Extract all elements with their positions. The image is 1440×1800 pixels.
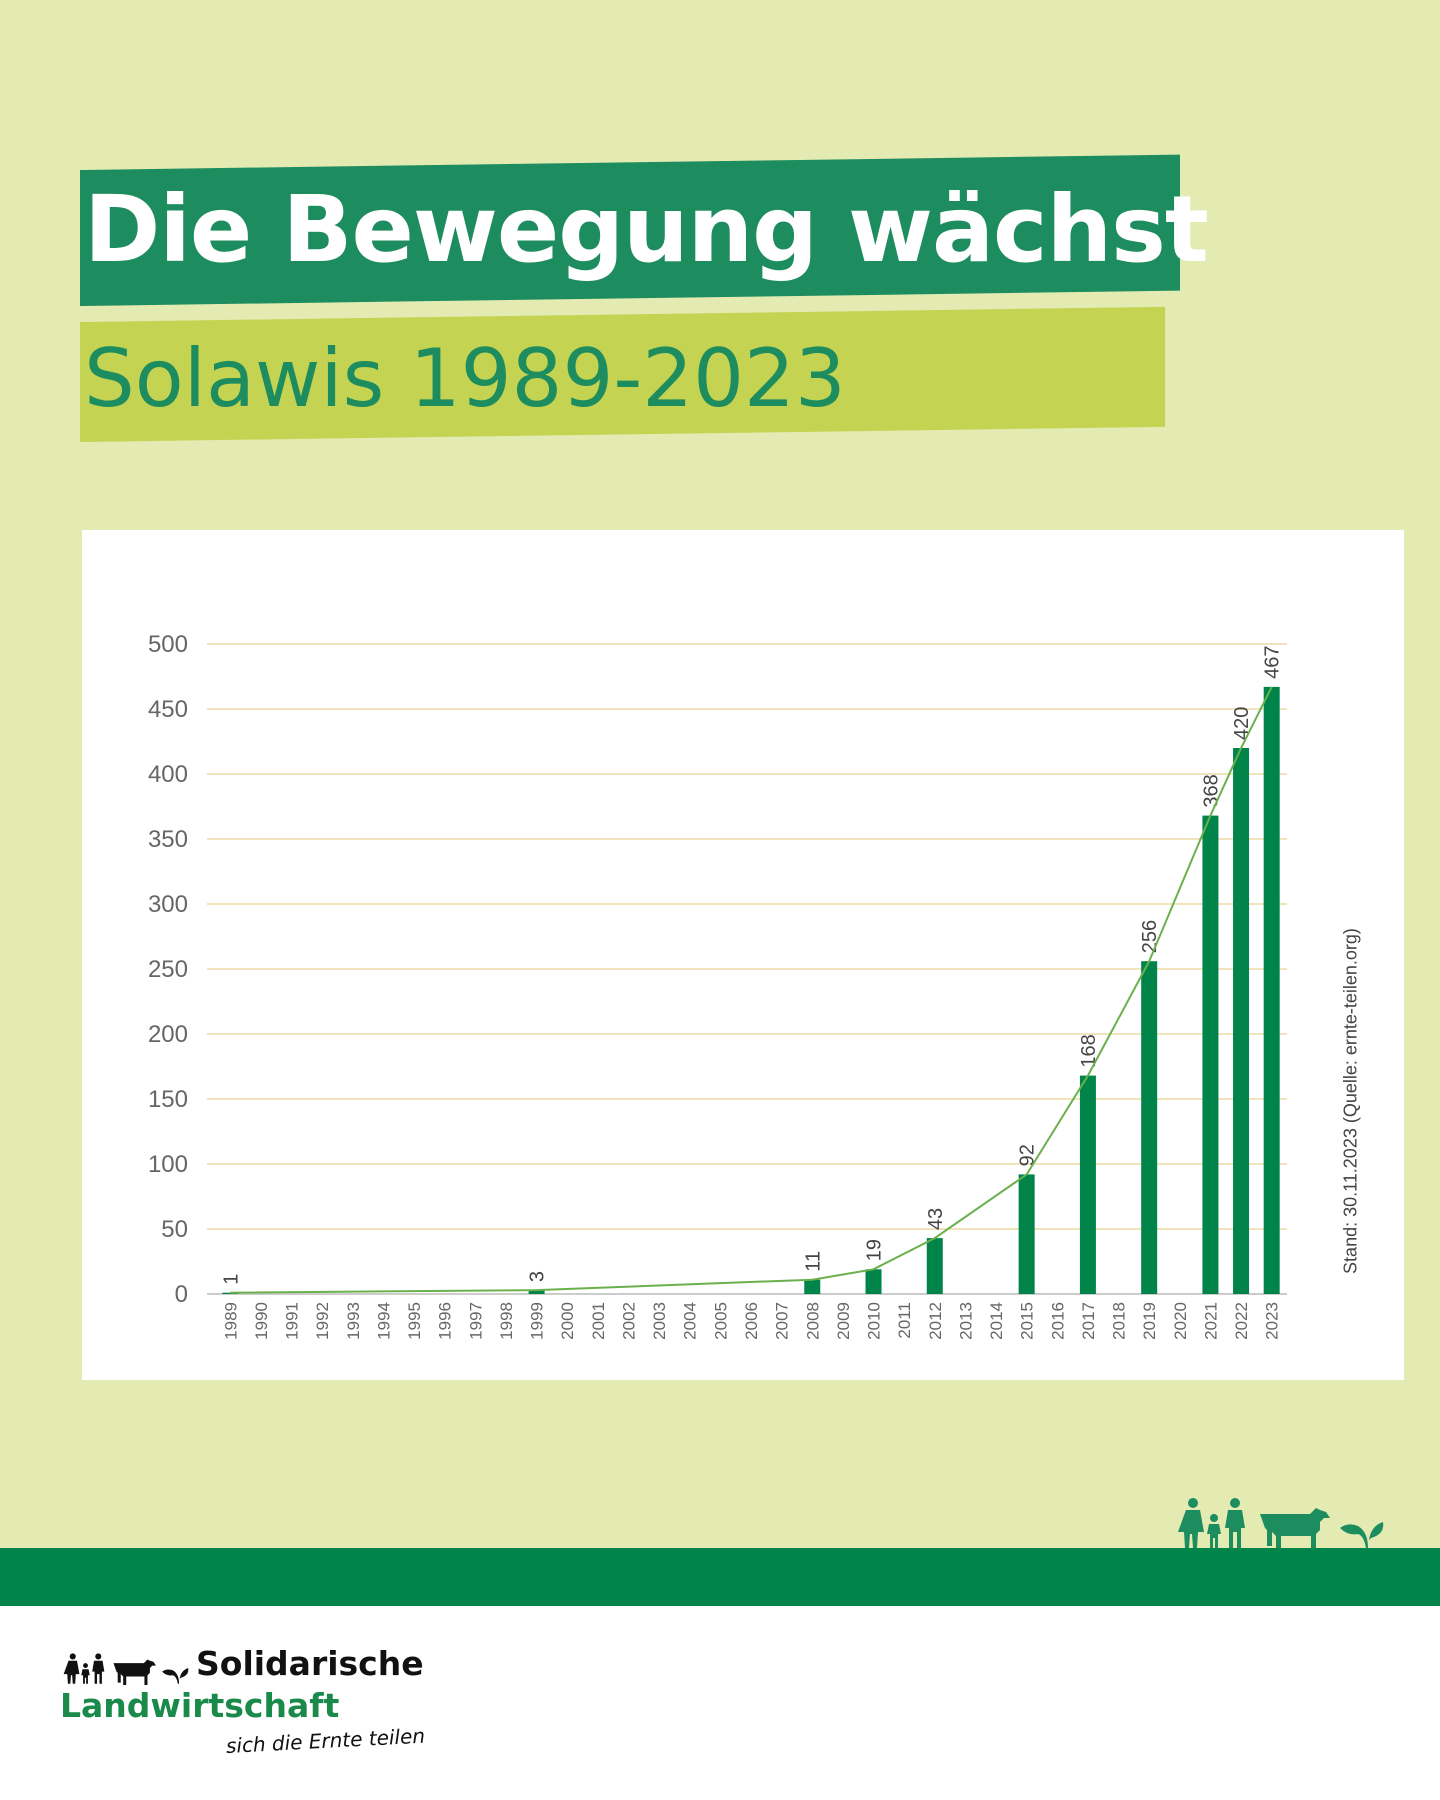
person-icon	[92, 1653, 105, 1684]
x-tick-label: 2003	[650, 1302, 669, 1340]
x-tick-label: 2017	[1079, 1302, 1098, 1340]
x-tick-label: 1995	[405, 1302, 424, 1340]
person-icon	[1225, 1498, 1245, 1548]
family-cow-plant-illustration	[1178, 1498, 1384, 1550]
x-tick-label: 2021	[1201, 1302, 1220, 1340]
x-tick-label: 2007	[773, 1302, 792, 1340]
x-tick-label: 1999	[528, 1302, 547, 1340]
logo-icons	[63, 1653, 189, 1686]
x-tick-label: 2009	[834, 1302, 853, 1340]
bar	[804, 1279, 821, 1294]
footer	[0, 1606, 1440, 1800]
x-tick-label: 2004	[681, 1302, 700, 1340]
source-note: Stand: 30.11.2023 (Quelle: ernte-teilen.…	[1340, 928, 1361, 1274]
x-tick-label: 2001	[589, 1302, 608, 1340]
y-tick-label: 0	[175, 1281, 188, 1308]
data-label: 420	[1231, 707, 1253, 740]
data-label: 92	[1017, 1144, 1039, 1166]
x-tick-label: 2018	[1110, 1302, 1129, 1340]
x-tick-label: 2014	[987, 1302, 1006, 1340]
x-tick-label: 1994	[374, 1302, 393, 1340]
y-tick-label: 300	[148, 891, 188, 918]
bar	[528, 1290, 545, 1294]
y-tick-label: 500	[148, 631, 188, 658]
y-tick-label: 250	[148, 956, 188, 983]
y-tick-label: 400	[148, 761, 188, 788]
x-tick-label: 2016	[1048, 1302, 1067, 1340]
bar	[1233, 748, 1250, 1294]
y-tick-label: 50	[161, 1216, 188, 1243]
logo-text-solidarische: Solidarische	[196, 1644, 424, 1683]
y-tick-label: 350	[148, 826, 188, 853]
data-label: 3	[527, 1271, 549, 1282]
x-tick-label: 2000	[558, 1302, 577, 1340]
y-tick-label: 200	[148, 1021, 188, 1048]
bar	[865, 1269, 882, 1294]
chart-card: 0 50 100 150 200 250 300 350 400 450 500 1989 1990 19…	[82, 530, 1404, 1380]
x-tick-label: 2012	[926, 1302, 945, 1340]
x-tick-label: 2019	[1140, 1302, 1159, 1340]
person-icon	[63, 1653, 80, 1684]
data-label: 368	[1200, 774, 1222, 807]
x-tick-label: 1993	[344, 1302, 363, 1340]
x-tick-label: 2013	[956, 1302, 975, 1340]
plant-icon	[162, 1668, 189, 1684]
x-tick-label: 2020	[1171, 1302, 1190, 1340]
x-tick-label: 1992	[313, 1302, 332, 1340]
x-tick-label: 2005	[711, 1302, 730, 1340]
data-label: 168	[1078, 1034, 1100, 1067]
x-tick-label: 1998	[497, 1302, 516, 1340]
y-tick-label: 450	[148, 696, 188, 723]
bar	[1263, 686, 1280, 1294]
bar	[1018, 1174, 1035, 1294]
data-label: 256	[1139, 920, 1161, 953]
y-tick-label: 100	[148, 1151, 188, 1178]
plant-icon	[1340, 1522, 1384, 1548]
data-label: 467	[1262, 646, 1284, 679]
green-band	[0, 1548, 1440, 1606]
x-tick-label: 2023	[1263, 1302, 1282, 1340]
data-label: 1	[220, 1274, 242, 1285]
x-tick-label: 2022	[1232, 1302, 1251, 1340]
x-tick-label: 1989	[221, 1302, 240, 1340]
data-label: 19	[864, 1239, 886, 1261]
cow-icon	[1260, 1508, 1330, 1550]
x-tick-label: 2015	[1018, 1302, 1037, 1340]
data-label: 11	[802, 1251, 824, 1272]
x-tick-label: 2006	[742, 1302, 761, 1340]
x-tick-label: 2002	[619, 1302, 638, 1340]
x-tick-label: 1990	[252, 1302, 271, 1340]
person-icon	[1178, 1498, 1204, 1548]
bar	[1202, 815, 1219, 1294]
y-tick-label: 150	[148, 1086, 188, 1113]
x-tick-label: 2011	[895, 1302, 914, 1339]
bar	[1141, 961, 1158, 1294]
x-tick-label: 1996	[436, 1302, 455, 1340]
x-tick-label: 2008	[803, 1302, 822, 1340]
data-label: 43	[925, 1208, 947, 1230]
page-subtitle: Solawis 1989-2023	[84, 332, 846, 425]
x-tick-label: 1991	[283, 1302, 302, 1340]
cow-icon	[113, 1659, 156, 1686]
x-tick-label: 2010	[865, 1302, 884, 1340]
bar	[1079, 1075, 1096, 1294]
x-tick-label: 1997	[466, 1302, 485, 1340]
trend-line	[230, 686, 1273, 1294]
child-icon	[1207, 1514, 1221, 1548]
logo-text-landwirtschaft: Landwirtschaft	[60, 1686, 340, 1725]
page-title: Die Bewegung wächst	[84, 176, 1209, 283]
child-icon	[81, 1663, 90, 1684]
bar	[926, 1238, 943, 1294]
